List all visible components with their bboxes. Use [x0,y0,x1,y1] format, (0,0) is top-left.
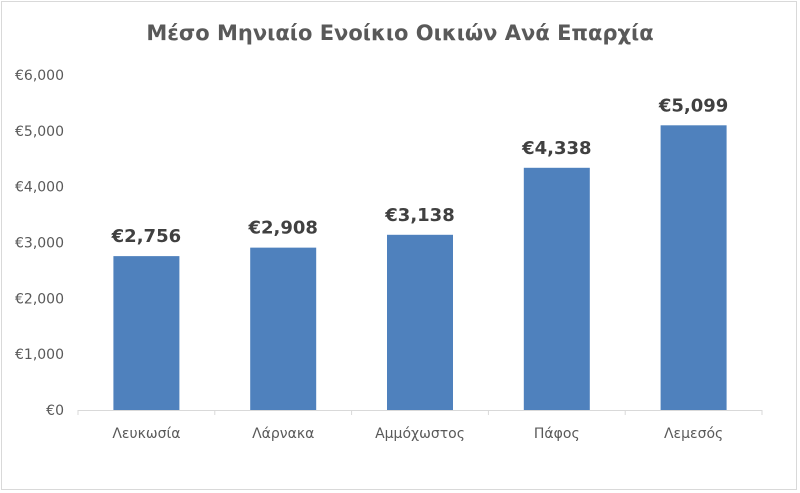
data-label: €4,338 [521,138,591,159]
x-category-label: Λάρνακα [252,426,314,442]
x-category-label: Λεμεσός [664,426,723,442]
chart-title: Μέσο Μηνιαίο Ενοίκιο Οικιών Ανά Επαρχία [146,21,653,45]
data-label: €3,138 [384,205,454,226]
x-category-label: Λευκωσία [112,426,180,442]
y-tick-label: €5,000 [15,124,64,140]
data-labels-group: €2,756 €2,908 €3,138 €4,338 €5,099 [111,95,729,247]
bar [387,234,453,410]
y-tick-label: €2,000 [15,291,64,307]
bar [250,247,317,410]
x-axis: Λευκωσία Λάρνακα Αμμόχωστος Πάφος Λεμεσός [77,410,763,442]
data-label: €2,756 [111,226,181,247]
x-category-label: Πάφος [534,426,580,442]
bar [660,125,727,410]
x-category-label: Αμμόχωστος [375,426,465,442]
y-axis: €0 €1,000 €2,000 €3,000 €4,000 €5,000 €6,000 [15,68,64,419]
bar [113,256,180,410]
y-tick-label: €1,000 [15,347,64,363]
y-tick-label: €3,000 [15,236,64,252]
data-label: €5,099 [658,95,728,116]
y-tick-label: €0 [46,403,64,419]
data-label: €2,908 [247,218,317,239]
bar [523,167,590,410]
bars-group [113,125,727,410]
y-tick-label: €6,000 [15,68,64,84]
y-tick-label: €4,000 [15,180,64,196]
